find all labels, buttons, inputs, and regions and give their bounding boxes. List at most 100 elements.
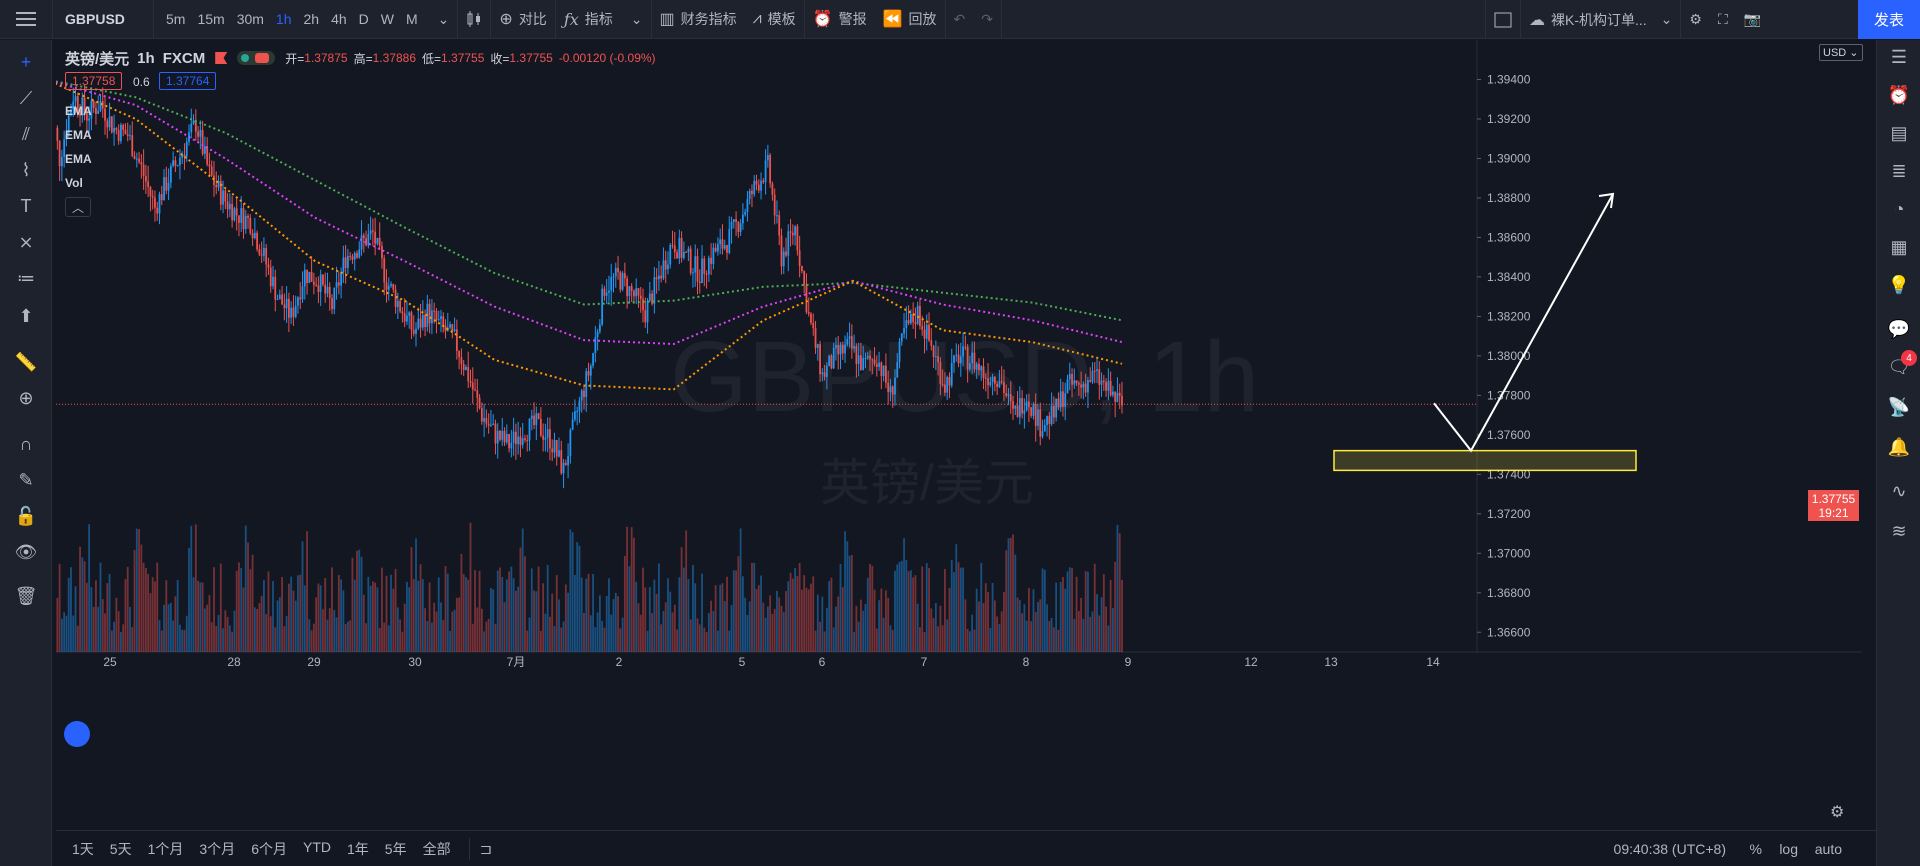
volume-bar	[83, 561, 86, 652]
volume-bar	[1080, 597, 1083, 652]
buy-price-button[interactable]: 1.37764	[159, 72, 217, 90]
range-button[interactable]: 1天	[72, 840, 94, 857]
fib-icon[interactable]: ⫽	[21, 123, 31, 144]
axis-settings-icon[interactable]: ⚙	[1830, 804, 1845, 821]
timeframe-2h[interactable]: 2h	[303, 11, 320, 27]
financials-button[interactable]: ▥ 财务指标	[652, 0, 745, 39]
chart-pane[interactable]: 1.39400 1.39200 1.39000 1.38800 1.38600 1.384…	[56, 40, 1862, 830]
replay-button[interactable]: ⏪ 回放	[875, 0, 945, 39]
chart-type-button[interactable]	[458, 0, 490, 39]
range-button[interactable]: 全部	[422, 840, 451, 857]
fullscreen-icon[interactable]: ⛶	[1717, 11, 1728, 27]
volume-bar	[950, 559, 953, 652]
indicators-button[interactable]: ƒx 指标 ⌄	[556, 0, 651, 39]
pattern-icon[interactable]: ⌇	[21, 159, 31, 180]
news-icon[interactable]: ▤	[1890, 122, 1908, 143]
volume-bar	[256, 608, 259, 652]
ruler-icon[interactable]: 📏	[14, 351, 38, 372]
goto-date-icon[interactable]: ⊐	[479, 840, 493, 858]
timeframe-5m[interactable]: 5m	[166, 11, 186, 27]
timeframe-dropdown-icon[interactable]: ⌄	[437, 10, 450, 27]
range-button[interactable]: 1个月	[147, 840, 184, 857]
range-button[interactable]: 5年	[384, 840, 407, 857]
log-scale-toggle[interactable]: log	[1779, 840, 1798, 857]
alarm-icon[interactable]: ⏰	[1887, 84, 1911, 105]
candle-body	[269, 267, 272, 287]
auto-scale-toggle[interactable]: auto	[1814, 840, 1842, 857]
indicator-ema-3[interactable]: EMA	[65, 152, 92, 166]
range-button[interactable]: YTD	[302, 838, 331, 855]
range-button[interactable]: 1年	[346, 840, 369, 857]
trash-icon[interactable]: 🗑	[14, 585, 38, 606]
sell-price-button[interactable]: 1.37758	[65, 72, 123, 90]
alerts-button[interactable]: ⏰ 警报	[805, 0, 875, 39]
indicator-ema-2[interactable]: EMA	[65, 128, 92, 142]
volume-bar	[194, 524, 197, 652]
templates-button[interactable]: ⩘ 模板	[745, 0, 804, 39]
layout-name-button[interactable]: ☁ 裸K-机构订单... ⌄	[1521, 0, 1680, 39]
bell-icon[interactable]: 🔔	[1887, 436, 1911, 457]
volume-bar	[530, 568, 533, 652]
chat-icon[interactable]: 💬	[1887, 318, 1911, 339]
redo-icon[interactable]: ↷	[981, 10, 993, 27]
candle-body	[864, 358, 867, 360]
node-icon[interactable]: ⨯	[18, 231, 34, 252]
volume-bar	[671, 612, 674, 652]
range-button[interactable]: 5天	[109, 840, 132, 857]
timeframe-W[interactable]: W	[380, 11, 394, 27]
candle-body	[744, 211, 747, 215]
text-icon[interactable]: T	[20, 195, 32, 216]
lightbulb-icon[interactable]: 💡	[1887, 274, 1911, 295]
lock-icon[interactable]: 🔓	[14, 505, 38, 526]
arrow-up-icon[interactable]: ⬆	[18, 305, 34, 326]
candle-body	[183, 154, 186, 157]
publish-button[interactable]: 发表	[1858, 0, 1920, 39]
volume-bar	[608, 578, 610, 652]
range-button[interactable]: 3个月	[199, 840, 236, 857]
volume-bar	[798, 562, 801, 652]
watchlist-icon[interactable]: ☰	[1890, 46, 1908, 67]
timeframe-D[interactable]: D	[358, 11, 369, 27]
undo-icon[interactable]: ↶	[953, 10, 966, 27]
messages-icon[interactable]: 🗨 4	[1877, 350, 1920, 384]
camera-icon[interactable]: 📷	[1743, 11, 1762, 27]
layout-select-icon[interactable]	[1486, 0, 1520, 39]
timeframe-1h[interactable]: 1h	[275, 11, 292, 27]
indicator-ema-1[interactable]: EMA	[65, 104, 92, 118]
currency-selector[interactable]: USD ⌄	[1819, 44, 1863, 61]
candle-body	[887, 382, 890, 393]
zoom-in-icon[interactable]: ⊕	[18, 387, 34, 408]
compare-button[interactable]: ⊕ 对比	[491, 0, 554, 39]
gear-icon[interactable]: ⚙	[1689, 11, 1702, 27]
timeframe-15m[interactable]: 15m	[197, 11, 225, 27]
volume-bar	[390, 574, 392, 652]
measure-icon[interactable]: ≔	[17, 267, 35, 288]
collapse-legend-icon[interactable]: ︿	[65, 197, 91, 217]
crosshair-icon[interactable]: +	[20, 51, 32, 72]
timezone-clock[interactable]: 09:40:38 (UTC+8)	[1613, 840, 1726, 857]
timeframe-M[interactable]: M	[406, 11, 418, 27]
market-status-icon[interactable]	[237, 51, 276, 65]
timeframe-30m[interactable]: 30m	[236, 11, 264, 27]
trend-line-icon[interactable]: ⟋	[19, 87, 33, 108]
candle-body	[737, 221, 740, 232]
pie-chart-icon[interactable]: ◔	[1893, 198, 1905, 219]
orders-icon[interactable]: ≋	[1891, 520, 1907, 541]
magnet-icon[interactable]: ∩	[19, 433, 33, 454]
candle-body	[1096, 369, 1098, 371]
eye-icon[interactable]: 👁	[14, 541, 38, 562]
symbol-search[interactable]: GBPUSD	[65, 11, 125, 27]
indicator-volume[interactable]: Vol	[65, 176, 83, 190]
pencil-lock-icon[interactable]: ✎	[18, 469, 34, 490]
menu-icon[interactable]	[0, 0, 52, 39]
timeframe-4h[interactable]: 4h	[331, 11, 347, 27]
range-button[interactable]: 6个月	[251, 840, 287, 857]
list-icon[interactable]: ≣	[1891, 160, 1907, 181]
candle-body	[710, 257, 713, 264]
broadcast-icon[interactable]: 📡	[1887, 396, 1911, 417]
volume-bar	[378, 627, 381, 652]
price-chart[interactable]: 1.39400 1.39200 1.39000 1.38800 1.38600 1.384…	[56, 40, 1862, 830]
calendar-icon[interactable]: ▦	[1890, 236, 1908, 257]
trading-icon[interactable]: ∿	[1891, 480, 1907, 501]
percent-scale-toggle[interactable]: %	[1749, 840, 1762, 857]
